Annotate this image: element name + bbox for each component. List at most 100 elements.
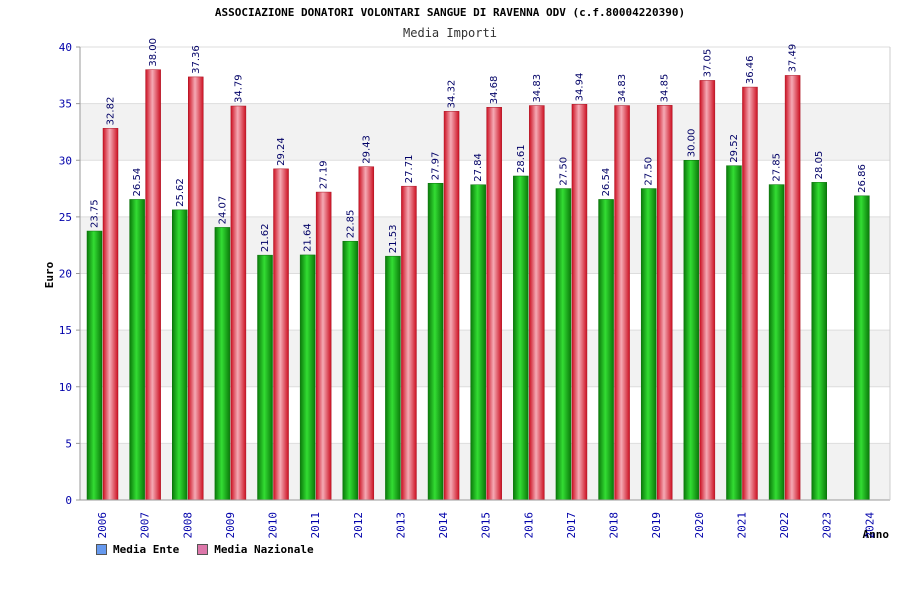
bar-media-nazionale xyxy=(742,86,758,501)
x-tick-label: 2006 xyxy=(96,512,109,539)
data-label: 34.83 xyxy=(617,74,628,103)
x-tick-label: 2020 xyxy=(693,512,706,539)
data-label: 27.97 xyxy=(431,152,442,181)
y-tick-label: 20 xyxy=(59,268,72,281)
bar-media-nazionale xyxy=(614,105,630,501)
bar-media-nazionale xyxy=(699,80,716,501)
data-label: 27.50 xyxy=(558,157,569,186)
x-tick-label: 2024 xyxy=(863,512,876,539)
bar-media-nazionale xyxy=(273,168,289,501)
legend-item-nazionale: Media Nazionale xyxy=(197,543,314,556)
y-tick-label: 15 xyxy=(59,324,72,337)
chart-subtitle: Media Importi xyxy=(403,26,497,40)
bar-media-ente xyxy=(470,184,486,501)
bar-media-ente xyxy=(172,209,188,501)
bar-media-ente xyxy=(513,175,529,501)
bar-media-ente xyxy=(129,199,145,501)
data-label: 26.86 xyxy=(857,164,868,193)
bar-media-nazionale xyxy=(188,76,204,501)
bar-media-nazionale xyxy=(529,105,545,501)
bar-media-nazionale xyxy=(656,105,673,501)
x-tick-label: 2010 xyxy=(267,512,280,539)
bar-media-ente xyxy=(811,182,827,501)
data-label: 34.68 xyxy=(489,76,500,105)
data-label: 27.50 xyxy=(644,157,655,186)
bar-media-nazionale xyxy=(401,185,417,501)
x-tick-label: 2019 xyxy=(650,512,663,539)
legend-item-ente: Media Ente xyxy=(96,543,179,556)
data-label: 28.61 xyxy=(516,144,527,173)
x-tick-label: 2008 xyxy=(181,512,194,539)
y-tick-label: 30 xyxy=(59,154,72,167)
bar-media-nazionale xyxy=(230,105,247,501)
y-tick-label: 25 xyxy=(59,211,72,224)
x-tick-label: 2015 xyxy=(480,512,493,539)
data-label: 34.83 xyxy=(532,74,543,103)
x-tick-label: 2017 xyxy=(565,512,578,539)
data-label: 37.49 xyxy=(788,44,799,73)
data-label: 23.75 xyxy=(90,199,101,228)
bar-media-ente xyxy=(854,195,870,501)
data-label: 26.54 xyxy=(601,168,612,197)
data-label: 36.46 xyxy=(745,55,756,84)
bar-media-ente xyxy=(598,199,614,501)
data-label: 32.82 xyxy=(106,97,117,126)
x-tick-label: 2009 xyxy=(224,512,237,539)
x-tick-label: 2022 xyxy=(778,512,791,539)
bar-media-nazionale xyxy=(486,106,502,501)
data-label: 26.54 xyxy=(132,168,143,197)
x-tick-label: 2007 xyxy=(139,512,152,539)
chart-title: ASSOCIAZIONE DONATORI VOLONTARI SANGUE D… xyxy=(214,6,686,19)
bar-media-ente xyxy=(86,230,103,501)
data-label: 24.07 xyxy=(217,196,228,225)
data-label: 27.19 xyxy=(319,160,330,189)
data-label: 21.62 xyxy=(260,224,271,253)
legend-label-nazionale: Media Nazionale xyxy=(214,543,314,556)
bar-media-nazionale xyxy=(358,166,375,501)
y-tick-label: 40 xyxy=(59,41,72,54)
bar-media-ente xyxy=(214,227,231,501)
x-axis-label: Anno xyxy=(863,528,890,541)
bar-media-ente xyxy=(257,254,273,501)
bar-media-nazionale xyxy=(571,104,588,501)
bar-media-nazionale xyxy=(145,69,161,501)
data-label: 29.52 xyxy=(729,134,740,163)
x-tick-label: 2023 xyxy=(821,512,834,539)
data-label: 27.71 xyxy=(404,155,415,184)
data-label: 34.94 xyxy=(574,73,585,102)
bar-media-ente xyxy=(683,160,700,501)
bar-media-ente xyxy=(768,184,785,501)
data-label: 34.79 xyxy=(233,74,244,103)
data-label: 30.00 xyxy=(686,129,697,158)
bar-media-ente xyxy=(640,188,657,501)
bar-media-ente xyxy=(342,240,359,501)
y-tick-label: 10 xyxy=(59,381,72,394)
data-label: 28.05 xyxy=(814,151,825,180)
data-label: 34.32 xyxy=(447,80,458,109)
x-tick-label: 2021 xyxy=(735,512,748,539)
bar-media-ente xyxy=(299,254,316,501)
x-tick-label: 2012 xyxy=(352,512,365,539)
legend-swatch-ente xyxy=(96,544,107,555)
y-axis-label: Euro xyxy=(43,261,56,288)
bar-media-ente xyxy=(385,255,401,501)
data-label: 38.00 xyxy=(148,38,159,67)
bar-media-ente xyxy=(427,182,444,501)
bar-media-nazionale xyxy=(102,128,119,501)
data-label: 37.05 xyxy=(702,49,713,78)
data-label: 27.85 xyxy=(772,153,783,182)
legend-label-ente: Media Ente xyxy=(113,543,180,556)
data-label: 29.24 xyxy=(276,137,287,166)
data-label: 34.85 xyxy=(660,74,671,103)
bar-media-ente xyxy=(555,188,572,501)
x-tick-label: 2018 xyxy=(608,512,621,539)
data-label: 21.53 xyxy=(388,225,399,254)
legend: Media Ente Media Nazionale xyxy=(96,543,314,556)
x-tick-label: 2016 xyxy=(522,512,535,539)
data-label: 29.43 xyxy=(361,135,372,164)
data-label: 21.64 xyxy=(303,223,314,252)
bar-media-nazionale xyxy=(784,75,801,501)
y-tick-label: 0 xyxy=(65,494,72,507)
bar-media-nazionale xyxy=(315,191,332,501)
